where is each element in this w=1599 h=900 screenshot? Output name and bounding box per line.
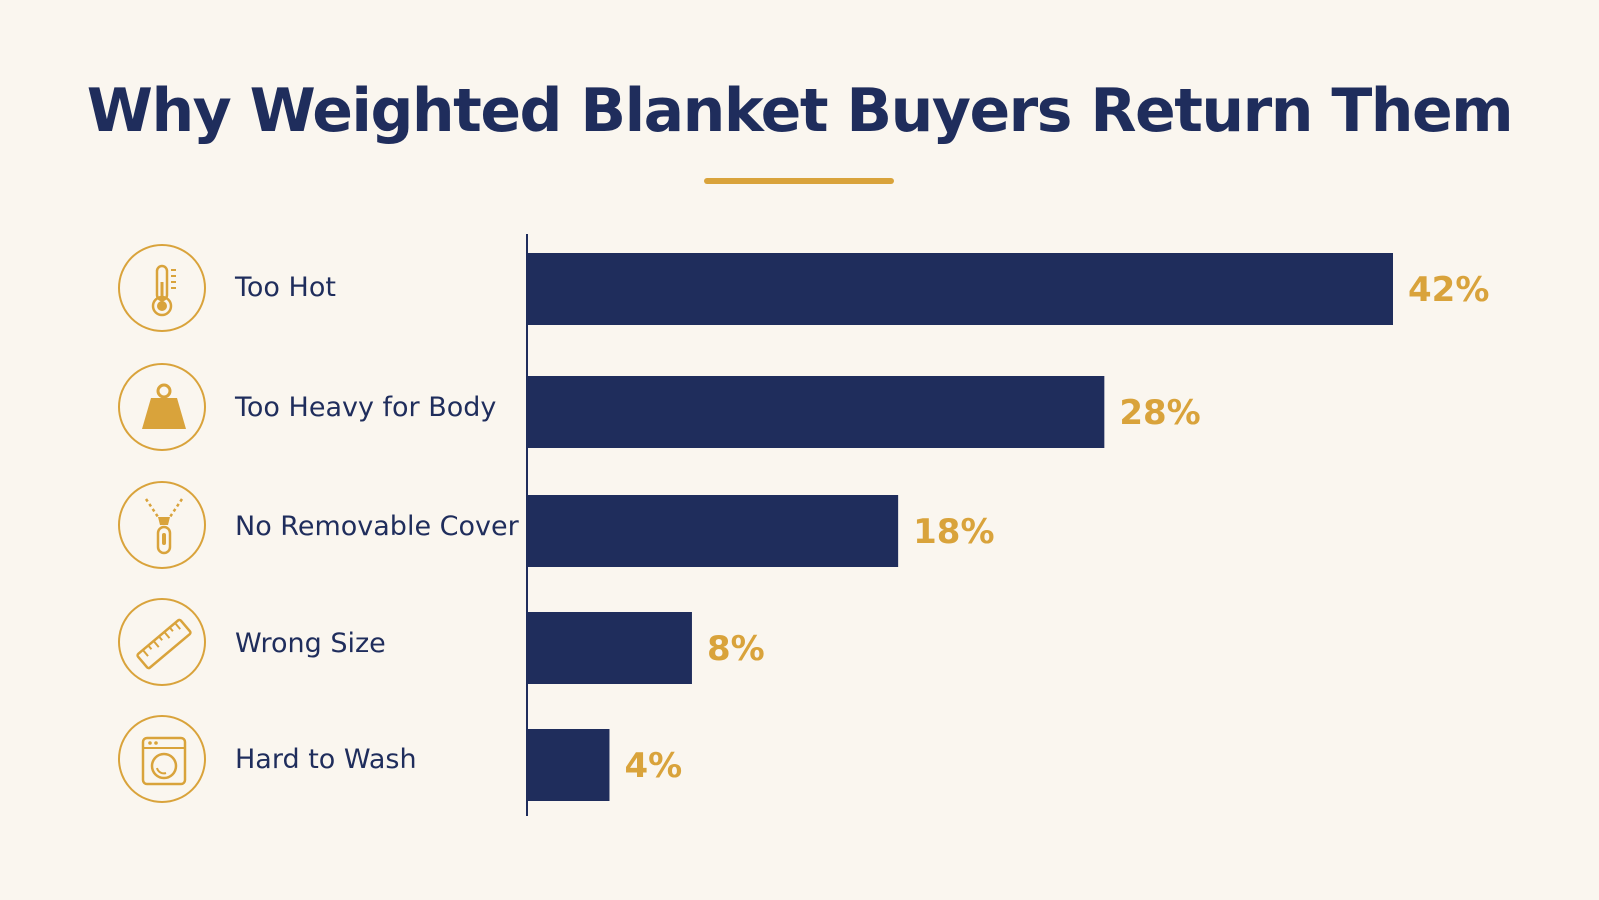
- bar-too-hot: [527, 253, 1393, 325]
- ruler-icon: [118, 598, 206, 686]
- title-underline: [704, 178, 894, 184]
- value-label-hard-to-wash: 4%: [624, 746, 682, 786]
- weight-icon: [118, 363, 206, 451]
- category-label-wrong-size: Wrong Size: [235, 628, 386, 659]
- value-label-too-hot: 42%: [1408, 270, 1489, 310]
- value-label-no-removable-cover: 18%: [913, 512, 994, 552]
- category-label-hard-to-wash: Hard to Wash: [235, 744, 417, 775]
- value-label-wrong-size: 8%: [707, 629, 765, 669]
- value-label-too-heavy: 28%: [1119, 393, 1200, 433]
- thermometer-icon: [118, 244, 206, 332]
- category-label-too-hot: Too Hot: [235, 272, 336, 303]
- chart-title: Why Weighted Blanket Buyers Return Them: [86, 76, 1514, 146]
- bar-no-removable-cover: [527, 495, 899, 567]
- bar-wrong-size: [527, 612, 692, 684]
- zipper-icon: [118, 481, 206, 569]
- bar-too-heavy: [527, 376, 1105, 448]
- category-label-too-heavy: Too Heavy for Body: [235, 392, 497, 423]
- bar-hard-to-wash: [527, 729, 610, 801]
- washing-machine-icon: [118, 715, 206, 803]
- category-label-no-removable-cover: No Removable Cover: [235, 511, 519, 542]
